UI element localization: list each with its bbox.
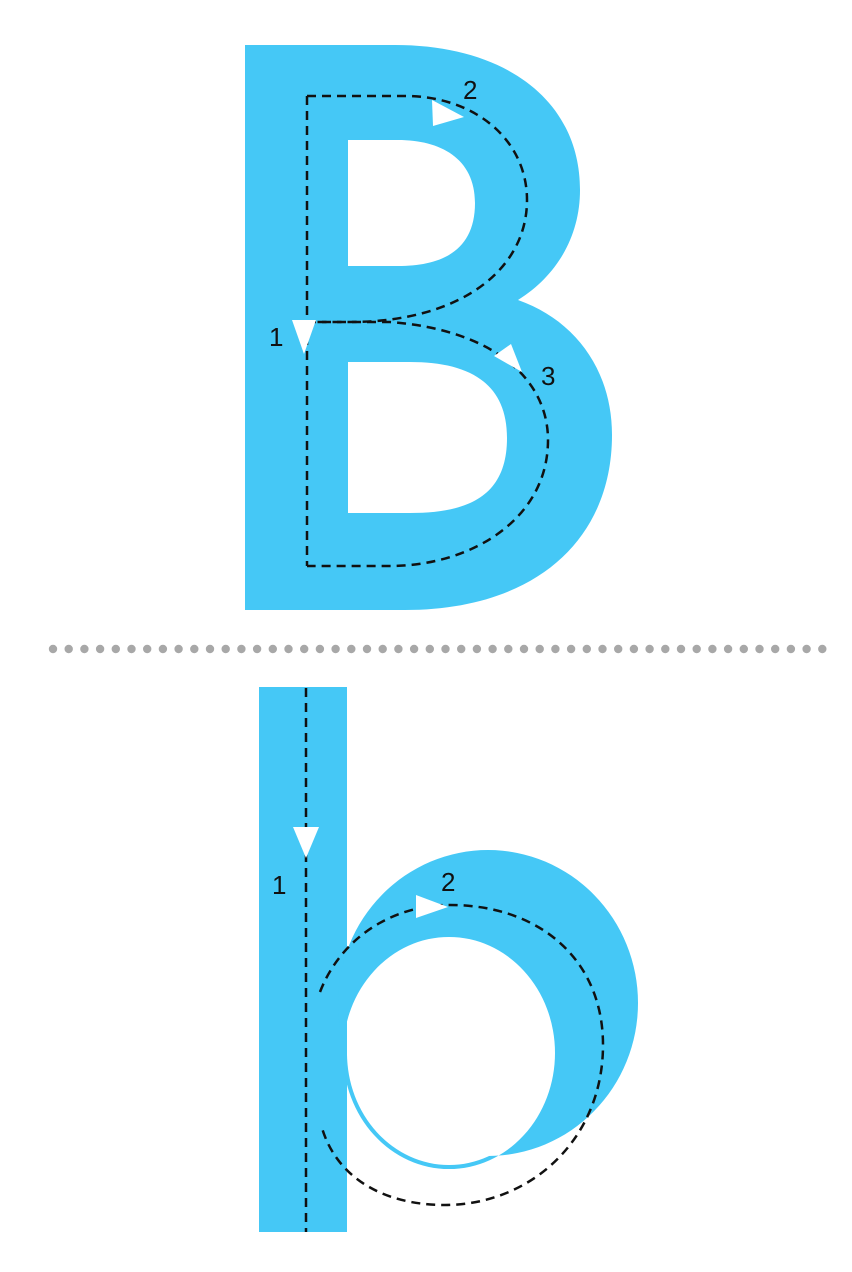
divider-dot bbox=[598, 644, 607, 654]
divider-dot bbox=[315, 644, 325, 654]
divider-dot bbox=[755, 644, 764, 654]
divider-dot bbox=[692, 644, 701, 654]
divider-dot bbox=[582, 644, 591, 654]
divider-dot bbox=[802, 644, 811, 654]
lowercase-b-bowl bbox=[338, 850, 638, 1170]
divider-dot bbox=[457, 644, 466, 654]
uppercase-b-arrow-3-icon bbox=[494, 344, 522, 372]
divider-dot bbox=[237, 644, 246, 654]
divider-dot bbox=[221, 644, 230, 654]
divider-dot bbox=[268, 644, 277, 654]
divider-dot bbox=[441, 644, 450, 654]
divider-dot bbox=[818, 644, 827, 654]
uppercase-b-stroke-number-1: 1 bbox=[269, 322, 283, 352]
divider-dot bbox=[409, 644, 419, 654]
divider-dot bbox=[174, 644, 183, 654]
lowercase-b-group: 1 2 bbox=[259, 687, 638, 1232]
lowercase-b-counter-fill bbox=[347, 941, 551, 1165]
divider-dot bbox=[472, 644, 482, 654]
divider-dot bbox=[111, 644, 121, 654]
divider-dot bbox=[190, 644, 199, 654]
uppercase-b-guide-stroke-2 bbox=[307, 94, 529, 324]
divider-dot bbox=[614, 644, 623, 654]
uppercase-b-guide-stroke-3 bbox=[307, 320, 550, 568]
divider-dot bbox=[708, 644, 717, 654]
lowercase-b-stem bbox=[259, 687, 347, 1232]
divider-dot bbox=[771, 644, 780, 654]
uppercase-b-stroke-number-2: 2 bbox=[463, 75, 477, 105]
divider-dot bbox=[80, 644, 89, 654]
divider-dot bbox=[739, 644, 748, 654]
lowercase-b-arrow-2-icon bbox=[416, 895, 448, 918]
divider-dot bbox=[661, 644, 670, 654]
divider-dot bbox=[645, 644, 654, 654]
uppercase-b-stroke-number-3: 3 bbox=[541, 361, 555, 391]
divider-dot bbox=[629, 644, 639, 654]
divider-dot bbox=[535, 644, 544, 654]
lowercase-b-guide-stroke-2 bbox=[318, 903, 605, 1207]
divider-dot bbox=[205, 644, 215, 654]
divider-dot bbox=[551, 644, 560, 654]
divider-dot bbox=[127, 644, 136, 654]
uppercase-b-group: 1 2 3 bbox=[245, 45, 612, 610]
lowercase-b-stroke-number-2: 2 bbox=[441, 867, 455, 897]
divider-dot bbox=[676, 644, 686, 654]
divider-dot bbox=[347, 644, 356, 654]
divider-dot bbox=[48, 644, 58, 654]
divider-dot bbox=[488, 644, 497, 654]
divider-dot bbox=[378, 644, 387, 654]
divider-dot bbox=[394, 644, 403, 654]
divider-dot bbox=[252, 644, 262, 654]
divider-dot bbox=[723, 644, 733, 654]
divider-dot bbox=[284, 644, 293, 654]
divider-dot bbox=[95, 644, 105, 654]
divider-dot bbox=[64, 644, 73, 654]
divider-dot bbox=[425, 644, 434, 654]
uppercase-b-arrow-1-icon bbox=[292, 320, 316, 354]
lowercase-b-stroke-number-1: 1 bbox=[272, 870, 286, 900]
divider-dot bbox=[331, 644, 340, 654]
dotted-divider bbox=[48, 644, 827, 654]
uppercase-b-arrow-2-icon bbox=[432, 100, 464, 126]
divider-dot bbox=[143, 644, 152, 654]
divider-dot bbox=[786, 644, 796, 654]
divider-dot bbox=[362, 644, 372, 654]
divider-dot bbox=[158, 644, 168, 654]
lowercase-b-arrow-1-icon bbox=[293, 827, 319, 858]
divider-dot bbox=[300, 644, 309, 654]
divider-dot bbox=[504, 644, 513, 654]
divider-dot bbox=[519, 644, 529, 654]
divider-dot bbox=[566, 644, 576, 654]
